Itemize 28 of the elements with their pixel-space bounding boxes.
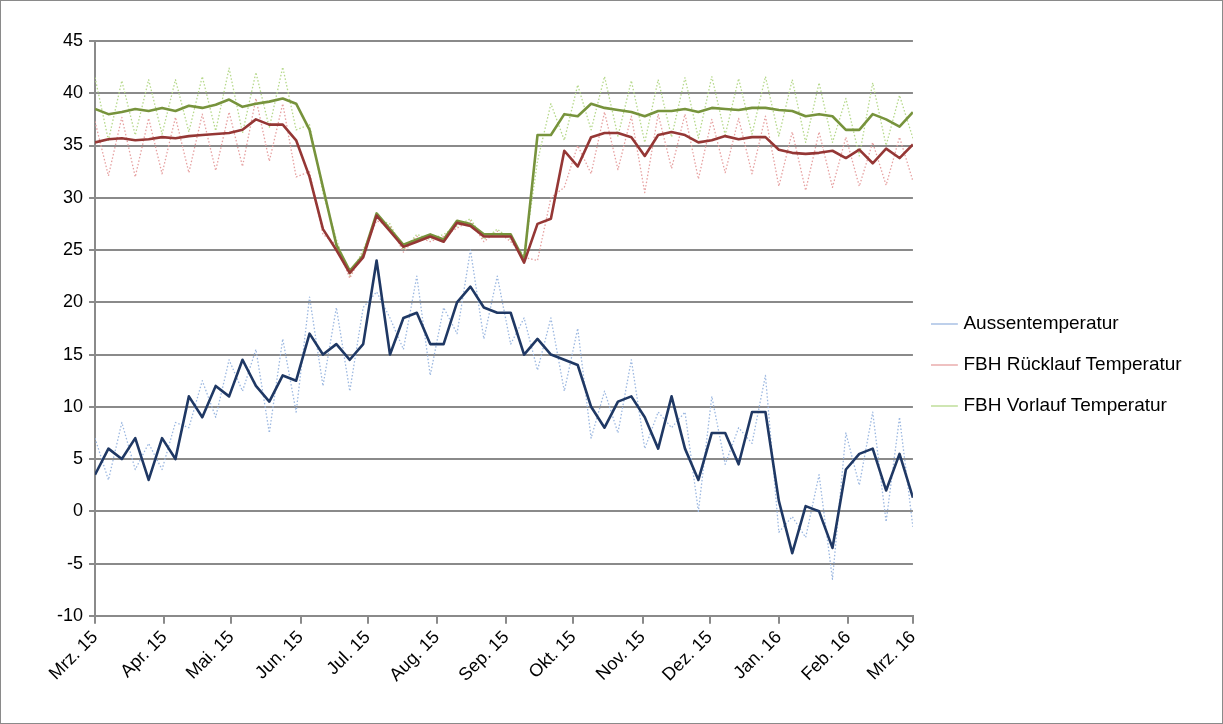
x-tick-label: Dez. 15: [657, 626, 716, 685]
legend-label: FBH Rücklauf Temperatur: [963, 353, 1183, 375]
x-tick-label: Okt. 15: [524, 626, 580, 682]
x-tick-label: Jun. 15: [251, 626, 307, 683]
y-tick-label: 25: [62, 239, 84, 260]
x-tick-label: Sep. 15: [454, 626, 513, 685]
y-tick-label: -10: [57, 604, 84, 625]
y-tick-label: 0: [73, 500, 84, 521]
x-tick-label: Mai. 15: [181, 626, 238, 683]
y-tick-label: 45: [62, 29, 84, 50]
y-tick-label: 20: [62, 291, 84, 312]
y-tick-label: 10: [62, 395, 84, 416]
x-tick-label: Jan. 16: [729, 626, 786, 683]
x-tick-label: Mrz. 16: [862, 626, 920, 684]
x-tick-label: Jul. 15: [322, 626, 374, 679]
y-tick-label: 40: [62, 82, 84, 103]
y-tick-label: 15: [62, 343, 84, 364]
legend-label: FBH Vorlauf Temperatur: [963, 394, 1168, 416]
y-tick-label: 30: [62, 186, 84, 207]
y-tick-label: 35: [62, 134, 84, 155]
y-tick-label: -5: [67, 552, 84, 573]
y-tick-label: 5: [73, 448, 84, 469]
x-tick-label: Mrz. 15: [44, 626, 102, 684]
legend-label: Aussentemperatur: [963, 312, 1120, 334]
x-tick-label: Apr. 15: [116, 626, 171, 682]
x-tick-label: Feb. 16: [797, 626, 855, 684]
x-tick-label: Aug. 15: [385, 626, 444, 685]
x-tick-label: Nov. 15: [591, 626, 649, 684]
